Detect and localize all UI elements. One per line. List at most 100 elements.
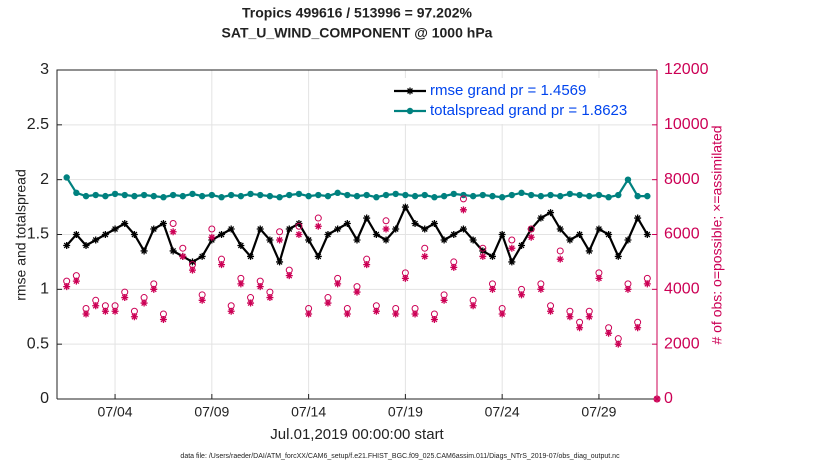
marker-circle xyxy=(121,191,128,199)
marker-asterisk xyxy=(169,228,177,236)
marker-asterisk xyxy=(101,307,109,315)
marker-asterisk xyxy=(440,236,448,244)
marker-asterisk xyxy=(547,209,555,217)
marker-asterisk xyxy=(401,203,409,211)
marker-asterisk xyxy=(285,225,293,233)
marker-asterisk xyxy=(101,231,109,238)
marker-asterisk xyxy=(150,225,158,233)
marker-asterisk xyxy=(363,261,371,269)
marker-circle xyxy=(131,192,138,200)
marker-circle xyxy=(450,190,457,198)
marker-circle-open xyxy=(382,217,390,225)
marker-circle xyxy=(605,194,612,201)
marker-circle-open xyxy=(295,222,303,230)
marker-asterisk xyxy=(421,252,429,260)
y2-tick-label: 10000 xyxy=(664,116,709,133)
marker-asterisk xyxy=(488,285,496,293)
marker-circle xyxy=(537,192,545,200)
marker-asterisk xyxy=(595,225,603,233)
marker-circle xyxy=(179,192,187,200)
marker-asterisk xyxy=(382,236,390,244)
marker-asterisk xyxy=(256,225,264,233)
marker-circle-open xyxy=(169,220,177,228)
x-tick-label: 07/29 xyxy=(581,404,616,420)
marker-asterisk xyxy=(334,225,342,233)
marker-asterisk xyxy=(382,225,390,233)
marker-asterisk xyxy=(334,280,342,288)
y2-tick-label: 2000 xyxy=(664,335,700,352)
marker-asterisk xyxy=(247,252,255,260)
marker-asterisk xyxy=(585,247,593,255)
marker-circle xyxy=(63,174,70,181)
marker-asterisk xyxy=(363,214,371,222)
footnote: data file: /Users/raeder/DAI/ATM_forcXX/… xyxy=(180,453,620,460)
marker-asterisk xyxy=(469,302,477,310)
marker-asterisk xyxy=(82,310,90,318)
marker-circle xyxy=(363,191,370,199)
marker-asterisk xyxy=(159,315,167,323)
marker-circle-open xyxy=(508,236,516,244)
marker-circle-open xyxy=(208,225,216,233)
y-tick-label: 0 xyxy=(40,390,49,407)
marker-asterisk xyxy=(392,310,400,318)
marker-asterisk xyxy=(121,220,129,228)
marker-circle-open xyxy=(479,244,487,252)
marker-circle xyxy=(431,194,438,201)
marker-circle xyxy=(557,192,564,200)
marker-asterisk xyxy=(440,296,448,304)
marker-circle xyxy=(315,191,322,199)
marker-asterisk xyxy=(547,307,555,315)
legend-label: rmse grand pr = 1.4569 xyxy=(430,82,586,99)
marker-circle xyxy=(421,191,428,199)
marker-asterisk xyxy=(488,252,496,260)
marker-asterisk xyxy=(92,302,100,310)
marker-asterisk xyxy=(450,231,458,238)
marker-asterisk xyxy=(72,277,80,285)
marker-circle xyxy=(615,191,622,199)
marker-asterisk xyxy=(527,225,535,233)
marker-circle-open xyxy=(527,225,535,233)
marker-asterisk xyxy=(430,315,438,323)
marker-asterisk xyxy=(479,252,487,260)
marker-asterisk xyxy=(140,247,148,255)
marker-asterisk xyxy=(653,395,661,403)
marker-asterisk xyxy=(72,231,80,238)
marker-asterisk xyxy=(82,241,90,249)
marker-circle xyxy=(406,107,414,115)
marker-circle xyxy=(411,192,419,200)
marker-asterisk xyxy=(237,241,245,249)
marker-circle xyxy=(266,192,274,200)
marker-asterisk xyxy=(537,285,545,293)
marker-asterisk xyxy=(605,231,613,238)
marker-asterisk xyxy=(634,324,642,332)
marker-asterisk xyxy=(353,288,361,296)
marker-circle xyxy=(227,191,235,199)
marker-circle xyxy=(82,192,90,200)
marker-circle xyxy=(644,192,651,200)
marker-asterisk xyxy=(276,258,284,266)
marker-asterisk xyxy=(276,236,284,244)
x-axis-label: Jul.01,2019 00:00:00 start xyxy=(270,426,444,443)
marker-asterisk xyxy=(469,236,477,244)
y-axis-label: rmse and totalspread xyxy=(13,169,29,301)
marker-circle-open xyxy=(179,244,187,252)
marker-asterisk xyxy=(305,236,313,244)
marker-asterisk xyxy=(518,241,526,249)
marker-asterisk xyxy=(188,266,196,274)
y2-tick-label: 12000 xyxy=(664,61,709,78)
marker-asterisk xyxy=(198,296,206,304)
marker-asterisk xyxy=(218,261,226,269)
marker-asterisk xyxy=(130,313,138,321)
marker-asterisk xyxy=(227,307,235,315)
marker-asterisk xyxy=(421,225,429,233)
marker-circle xyxy=(624,176,632,183)
marker-asterisk xyxy=(459,225,467,233)
plot-frame xyxy=(56,69,657,400)
marker-circle xyxy=(286,191,293,199)
x-tick-label: 07/04 xyxy=(98,404,133,420)
marker-circle xyxy=(218,194,225,201)
marker-asterisk xyxy=(121,294,129,302)
marker-circle xyxy=(508,191,516,199)
marker-asterisk xyxy=(314,222,322,230)
marker-circle xyxy=(208,191,216,199)
